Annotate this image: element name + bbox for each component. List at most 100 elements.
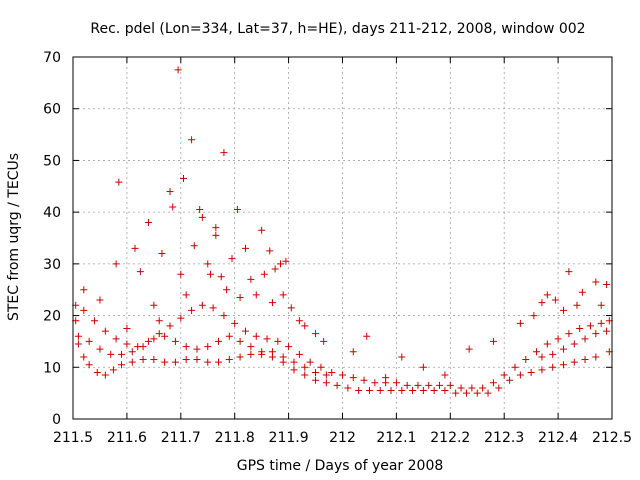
data-point [538, 366, 546, 374]
data-point [220, 149, 228, 157]
data-point [123, 340, 131, 348]
y-tick-label: 60 [43, 102, 61, 118]
data-point [392, 379, 400, 387]
data-point [74, 340, 82, 348]
data-point [409, 387, 417, 395]
data-point [344, 384, 352, 392]
data-point [603, 327, 611, 335]
data-point [365, 387, 373, 395]
data-point [171, 337, 179, 345]
data-point [312, 376, 320, 384]
data-point [516, 319, 524, 327]
data-point [522, 356, 530, 364]
data-point [543, 291, 551, 299]
data-point [565, 268, 573, 276]
data-point [188, 306, 196, 314]
data-point [182, 343, 190, 351]
data-point [85, 337, 93, 345]
data-point [80, 353, 88, 361]
data-point [93, 368, 101, 376]
data-point [155, 330, 163, 338]
data-point [339, 371, 346, 379]
data-point [371, 379, 379, 387]
data-point [495, 384, 503, 392]
data-point [74, 332, 82, 340]
data-point [328, 368, 336, 376]
data-point [247, 350, 255, 358]
data-point [161, 332, 169, 340]
y-tick-label: 40 [43, 205, 61, 221]
data-point [533, 348, 541, 356]
data-point [468, 384, 476, 392]
data-point [196, 206, 204, 214]
data-point [193, 345, 201, 353]
data-point [333, 381, 341, 389]
data-point [290, 366, 298, 374]
data-point [144, 337, 152, 345]
data-point [263, 335, 271, 343]
y-tick-label: 70 [43, 50, 61, 66]
data-point [228, 255, 236, 263]
data-point [527, 368, 535, 376]
data-point [252, 332, 260, 340]
chart-title: Rec. pdel (Lon=334, Lat=37, h=HE), days … [90, 21, 585, 37]
data-point [500, 371, 508, 379]
data-point [115, 178, 123, 186]
data-point [112, 260, 120, 268]
data-point [570, 340, 578, 348]
data-point [217, 273, 225, 281]
data-point [479, 384, 487, 392]
data-point [139, 343, 147, 351]
data-point [462, 389, 470, 397]
data-point [136, 268, 144, 276]
data-point [387, 387, 395, 395]
data-point [128, 348, 136, 356]
data-point [295, 350, 303, 358]
data-point [131, 244, 139, 252]
y-axis-label: STEC from uqrg / TECUs [6, 153, 22, 321]
data-point [198, 301, 206, 309]
data-point [274, 337, 282, 345]
data-point [171, 358, 179, 366]
data-point [260, 270, 268, 278]
y-tick-label: 20 [43, 309, 61, 325]
data-point [592, 330, 600, 338]
data-point [559, 306, 567, 314]
data-point [258, 348, 266, 356]
data-point [204, 260, 212, 268]
x-tick-label: 212.5 [592, 430, 632, 446]
data-point [190, 242, 198, 250]
data-point [233, 206, 241, 214]
data-point [204, 343, 212, 351]
data-point [290, 358, 298, 366]
x-tick-label: 211.8 [215, 430, 255, 446]
data-point [268, 299, 276, 307]
y-tick-label: 30 [43, 257, 61, 273]
data-point [169, 203, 177, 211]
data-point [317, 363, 325, 371]
y-tick-labels: 0 10 20 30 40 50 60 70 [43, 50, 61, 428]
data-point [543, 340, 551, 348]
data-point [266, 247, 274, 255]
data-point [511, 363, 519, 371]
data-point [268, 348, 276, 356]
x-tick-label: 211.6 [107, 430, 147, 446]
data-point [279, 353, 287, 361]
data-point [128, 358, 136, 366]
data-point [320, 337, 328, 345]
data-point [538, 353, 546, 361]
data-point [516, 371, 524, 379]
data-point [355, 387, 363, 395]
data-point [559, 345, 567, 353]
data-point [489, 337, 497, 345]
data-point [578, 288, 586, 296]
data-point [465, 345, 473, 353]
data-point [559, 361, 567, 369]
data-point [206, 270, 214, 278]
data-point [177, 270, 185, 278]
data-point [236, 337, 244, 345]
data-point [158, 250, 166, 258]
data-point [215, 358, 223, 366]
data-point [91, 317, 99, 325]
